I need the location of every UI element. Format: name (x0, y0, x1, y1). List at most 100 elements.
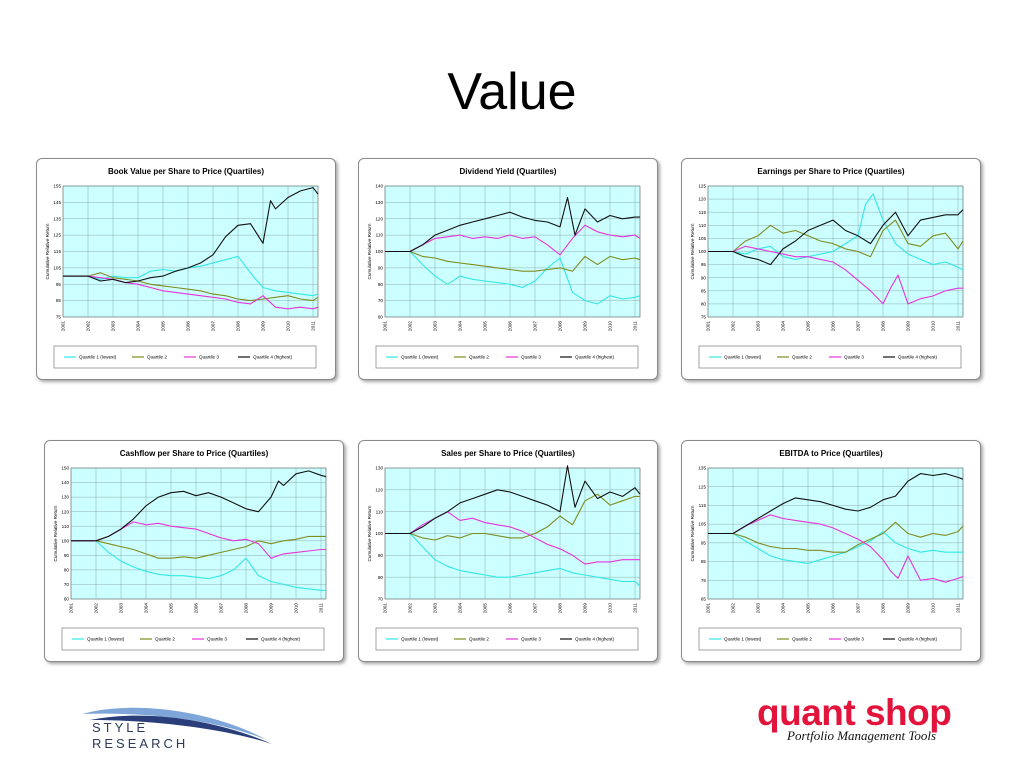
chart-title: Sales per Share to Price (Quartiles) (441, 449, 575, 458)
y-tick-label: 130 (375, 200, 383, 205)
x-tick-label: 2005 (161, 321, 166, 332)
series-line-q4 (385, 465, 641, 535)
legend-label-q1: Quartile 1 (lowest) (724, 637, 762, 642)
y-tick-label: 100 (61, 538, 69, 543)
y-tick-label: 105 (698, 236, 706, 241)
x-tick-label: 2009 (261, 321, 266, 332)
series-line-q4 (63, 187, 319, 284)
legend-label-q4: Quartile 4 (highest) (898, 637, 938, 642)
y-tick-label: 120 (698, 197, 706, 202)
x-tick-label: 2007 (533, 603, 538, 614)
x-tick-label: 2008 (236, 321, 241, 332)
series-line-q4 (708, 209, 964, 266)
chart-svg: Earnings per Share to Price (Quartiles) 2… (690, 167, 964, 369)
x-tick-label: 2010 (608, 603, 613, 614)
y-tick-label: 110 (62, 524, 70, 529)
x-tick-label: 2008 (881, 321, 886, 332)
x-tick-label: 2001 (383, 321, 388, 332)
chart-title: Cashflow per Share to Price (Quartiles) (120, 449, 269, 458)
x-tick-label: 2003 (433, 321, 438, 332)
x-tick-label: 2002 (86, 321, 91, 332)
y-tick-label: 85 (701, 559, 707, 564)
y-tick-label: 115 (699, 210, 707, 215)
x-tick-label: 2002 (408, 321, 413, 332)
y-tick-label: 100 (375, 531, 383, 536)
y-tick-label: 80 (378, 575, 384, 580)
y-tick-label: 140 (375, 184, 383, 189)
x-tick-label: 2008 (558, 603, 563, 614)
y-tick-label: 125 (53, 233, 61, 238)
x-tick-label: 2003 (111, 321, 116, 332)
x-tick-label: 2006 (508, 603, 513, 614)
series-line-q2 (63, 272, 319, 302)
chart-svg: EBITDA to Price (Quartiles) 2001 2002 2003 2… (690, 449, 964, 651)
y-tick-label: 95 (56, 282, 62, 287)
legend-label-q4: Quartile 4 (highest) (261, 637, 301, 642)
y-tick-label: 80 (64, 567, 70, 572)
legend-label-q2: Quartile 2 (792, 637, 812, 642)
legend-label-q2: Quartile 2 (792, 355, 812, 360)
y-tick-label: 90 (64, 553, 70, 558)
y-tick-label: 145 (53, 200, 61, 205)
x-tick-label: 2002 (94, 603, 99, 614)
x-tick-label: 2009 (583, 321, 588, 332)
y-axis-label: Cumulative Relative Return (45, 223, 50, 279)
y-tick-label: 105 (53, 265, 61, 270)
y-axis-label: Cumulative Relative Return (690, 223, 695, 279)
x-tick-label: 2007 (211, 321, 216, 332)
legend-label-q2: Quartile 2 (147, 355, 167, 360)
x-tick-label: 2008 (558, 321, 563, 332)
x-tick-label: 2002 (731, 603, 736, 614)
x-tick-label: 2001 (706, 321, 711, 332)
y-tick-label: 130 (61, 495, 69, 500)
style-research-logo: STYLE RESEARCH (62, 700, 277, 760)
x-tick-label: 2006 (831, 321, 836, 332)
x-tick-label: 2008 (881, 603, 886, 614)
y-tick-label: 110 (376, 509, 384, 514)
y-axis-label: Cumulative Relative Return (367, 505, 372, 561)
x-tick-label: 2010 (608, 321, 613, 332)
x-tick-label: 2003 (433, 603, 438, 614)
series-line-q2 (708, 219, 964, 258)
x-tick-label: 2005 (483, 603, 488, 614)
chart-earnings: Earnings per Share to Price (Quartiles) 2… (681, 158, 981, 380)
y-tick-label: 110 (376, 233, 384, 238)
x-tick-label: 2001 (69, 603, 74, 614)
y-tick-label: 95 (701, 540, 707, 545)
chart-title: EBITDA to Price (Quartiles) (779, 449, 883, 458)
x-tick-label: 2010 (286, 321, 291, 332)
chart-title: Book Value per Share to Price (Quartiles… (108, 167, 264, 176)
swoosh-icon (82, 707, 272, 744)
y-tick-label: 60 (64, 597, 70, 602)
series-line-q4 (71, 470, 327, 542)
x-tick-label: 2011 (956, 321, 961, 331)
y-tick-label: 120 (61, 509, 69, 514)
chart-svg: Book Value per Share to Price (Quartiles… (45, 167, 319, 369)
y-tick-label: 90 (701, 275, 707, 280)
brand-tagline: Portfolio Management Tools (787, 728, 937, 743)
legend-label-q4: Quartile 4 (highest) (253, 355, 293, 360)
x-tick-label: 2007 (219, 603, 224, 614)
legend-label-q1: Quartile 1 (lowest) (79, 355, 117, 360)
x-tick-label: 2003 (756, 321, 761, 332)
x-tick-label: 2004 (136, 321, 141, 332)
y-tick-label: 110 (699, 223, 707, 228)
x-tick-label: 2007 (856, 321, 861, 332)
x-tick-label: 2009 (269, 603, 274, 614)
y-tick-label: 115 (699, 503, 707, 508)
legend-label-q4: Quartile 4 (highest) (898, 355, 938, 360)
x-tick-label: 2008 (244, 603, 249, 614)
y-tick-label: 105 (698, 522, 706, 527)
x-tick-label: 2011 (633, 603, 638, 613)
series-line-q4 (708, 473, 964, 535)
y-tick-label: 65 (701, 597, 707, 602)
y-tick-label: 130 (375, 466, 383, 471)
y-tick-label: 140 (61, 480, 69, 485)
y-tick-label: 70 (378, 597, 384, 602)
y-tick-label: 135 (698, 466, 706, 471)
x-tick-label: 2011 (319, 603, 324, 613)
legend-label-q1: Quartile 1 (lowest) (87, 637, 125, 642)
y-tick-label: 100 (375, 249, 383, 254)
y-tick-label: 115 (54, 249, 62, 254)
series-line-q3 (385, 224, 641, 256)
